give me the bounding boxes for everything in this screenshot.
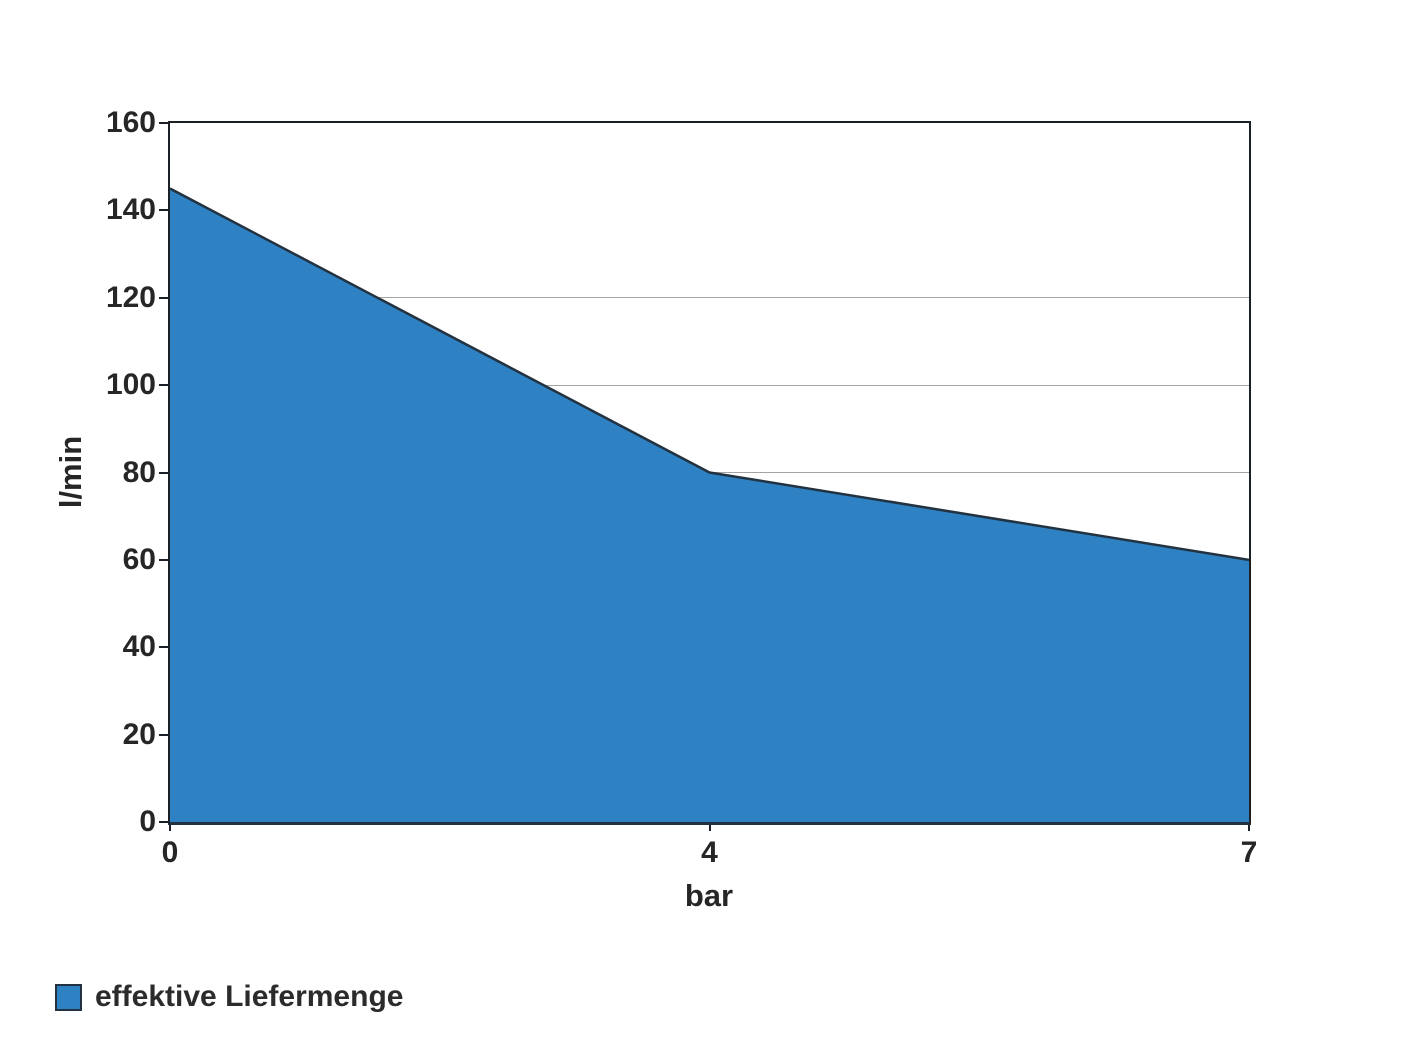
x-tick-mark (1248, 825, 1250, 831)
x-axis-title: bar (684, 878, 734, 913)
area-series-outline (170, 187, 1249, 562)
y-tick-mark (159, 733, 168, 736)
legend: effektive Liefermenge (55, 981, 403, 1013)
gridline-100 (170, 384, 1249, 386)
legend-label: effektive Liefermenge (95, 980, 404, 1013)
legend-swatch-icon (55, 983, 82, 1011)
y-axis-title: l/min (53, 435, 88, 509)
y-tick-label-100: 100 (105, 368, 156, 402)
y-tick-mark (159, 122, 168, 124)
y-tick-label-120: 120 (105, 280, 156, 314)
area-series-fill (170, 188, 1249, 822)
y-tick-label-160: 160 (105, 106, 156, 139)
y-tick-label-60: 60 (122, 542, 156, 576)
y-tick-mark (159, 209, 168, 212)
y-tick-label-40: 40 (122, 630, 156, 664)
y-tick-mark (159, 471, 168, 474)
y-tick-label-20: 20 (122, 717, 156, 751)
y-tick-mark (159, 821, 168, 823)
x-tick-mark (708, 825, 711, 831)
y-tick-label-140: 140 (105, 193, 156, 227)
y-tick-mark (159, 558, 168, 561)
area-series-svg (170, 187, 1249, 822)
y-tick-label-0: 0 (139, 805, 156, 838)
x-tick-label-4: 4 (701, 836, 718, 869)
x-tick-label-7: 7 (1240, 836, 1258, 869)
x-tick-label-0: 0 (161, 836, 179, 869)
y-tick-mark (159, 296, 168, 299)
y-tick-mark (159, 384, 168, 387)
y-tick-label-80: 80 (122, 455, 156, 489)
gridline-120 (170, 297, 1249, 299)
x-tick-mark (169, 825, 171, 831)
plot-area (168, 121, 1251, 825)
y-tick-mark (159, 646, 168, 649)
